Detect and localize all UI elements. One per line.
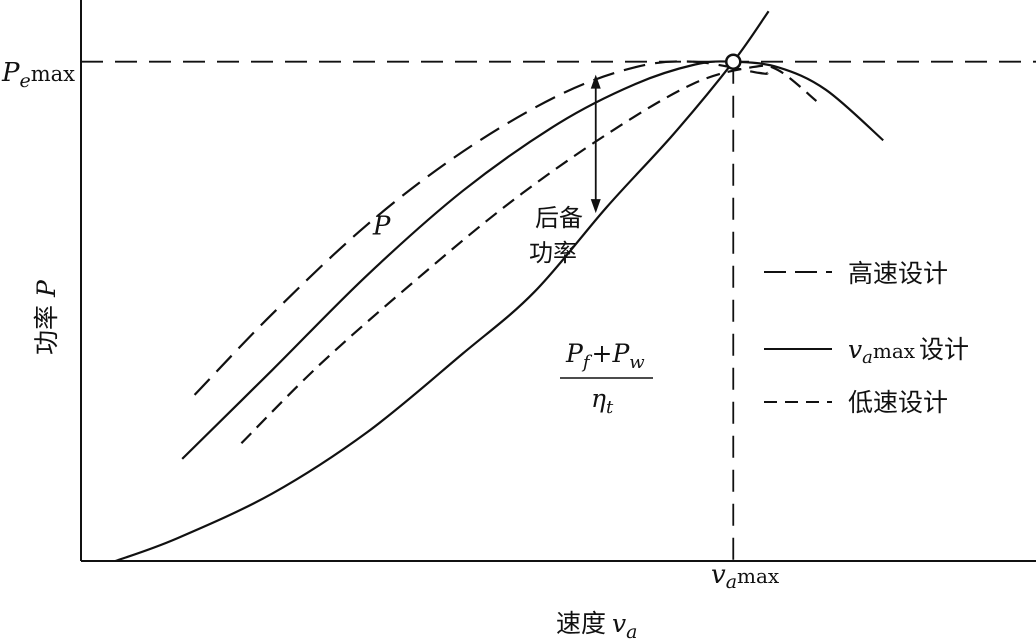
reserve-arrow-head-up — [590, 74, 601, 89]
series-line-low-speed — [240, 64, 818, 444]
reserve-power-label-line1: 后备 — [535, 204, 583, 232]
resistance-formula-numerator: Pf+Pw — [565, 339, 645, 373]
x-tick-label: vamax — [711, 560, 780, 593]
legend-label-high-speed: 高速设计 — [848, 259, 948, 288]
legend-label-low-speed: 低速设计 — [848, 388, 948, 417]
series-line-vamax — [181, 60, 884, 460]
resistance-formula-denominator: ηt — [591, 384, 614, 418]
reserve-arrow-head-down — [590, 199, 601, 214]
reserve-power-label-line2: 功率 — [529, 239, 577, 267]
y-axis-label: 功率P — [32, 279, 61, 355]
x-axis-label: 速度 va — [556, 609, 637, 641]
legend: 高速设计 vamax 设计 低速设计 — [764, 259, 969, 417]
power-curve-label: P — [372, 211, 391, 241]
resistance-power-curve — [115, 10, 770, 563]
y-tick-label: Pemax — [1, 58, 75, 92]
series-line-high-speed — [193, 60, 769, 396]
curves-group — [115, 10, 884, 563]
intersection-marker — [725, 53, 742, 70]
legend-label-vamax: vamax 设计 — [848, 335, 969, 368]
